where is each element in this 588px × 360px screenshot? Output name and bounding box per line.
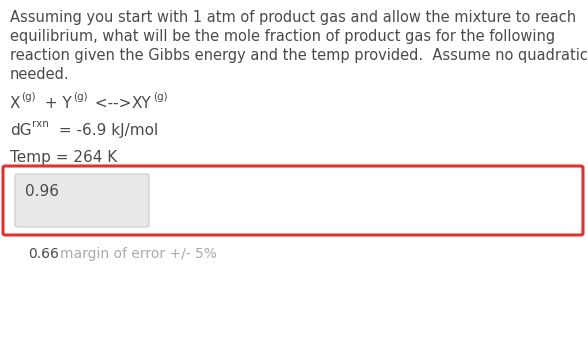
Text: needed.: needed.: [10, 67, 69, 82]
Text: rxn: rxn: [32, 119, 49, 129]
Text: = -6.9 kJ/mol: = -6.9 kJ/mol: [54, 123, 158, 138]
FancyBboxPatch shape: [15, 174, 149, 227]
Text: margin of error +/- 5%: margin of error +/- 5%: [60, 247, 217, 261]
Text: 0.96: 0.96: [25, 184, 59, 199]
Text: dG: dG: [10, 123, 32, 138]
Text: reaction given the Gibbs energy and the temp provided.  Assume no quadratic: reaction given the Gibbs energy and the …: [10, 48, 588, 63]
FancyBboxPatch shape: [3, 166, 583, 235]
Text: XY: XY: [132, 96, 152, 111]
Text: (g): (g): [153, 92, 168, 102]
Text: (g): (g): [73, 92, 88, 102]
Text: 0.66: 0.66: [28, 247, 59, 261]
Text: + Y: + Y: [40, 96, 72, 111]
Text: Assuming you start with 1 atm of product gas and allow the mixture to reach: Assuming you start with 1 atm of product…: [10, 10, 576, 25]
Text: Temp = 264 K: Temp = 264 K: [10, 150, 117, 165]
Text: (g): (g): [21, 92, 36, 102]
Text: equilibrium, what will be the mole fraction of product gas for the following: equilibrium, what will be the mole fract…: [10, 29, 555, 44]
Text: X: X: [10, 96, 21, 111]
Text: <-->: <-->: [90, 96, 136, 111]
